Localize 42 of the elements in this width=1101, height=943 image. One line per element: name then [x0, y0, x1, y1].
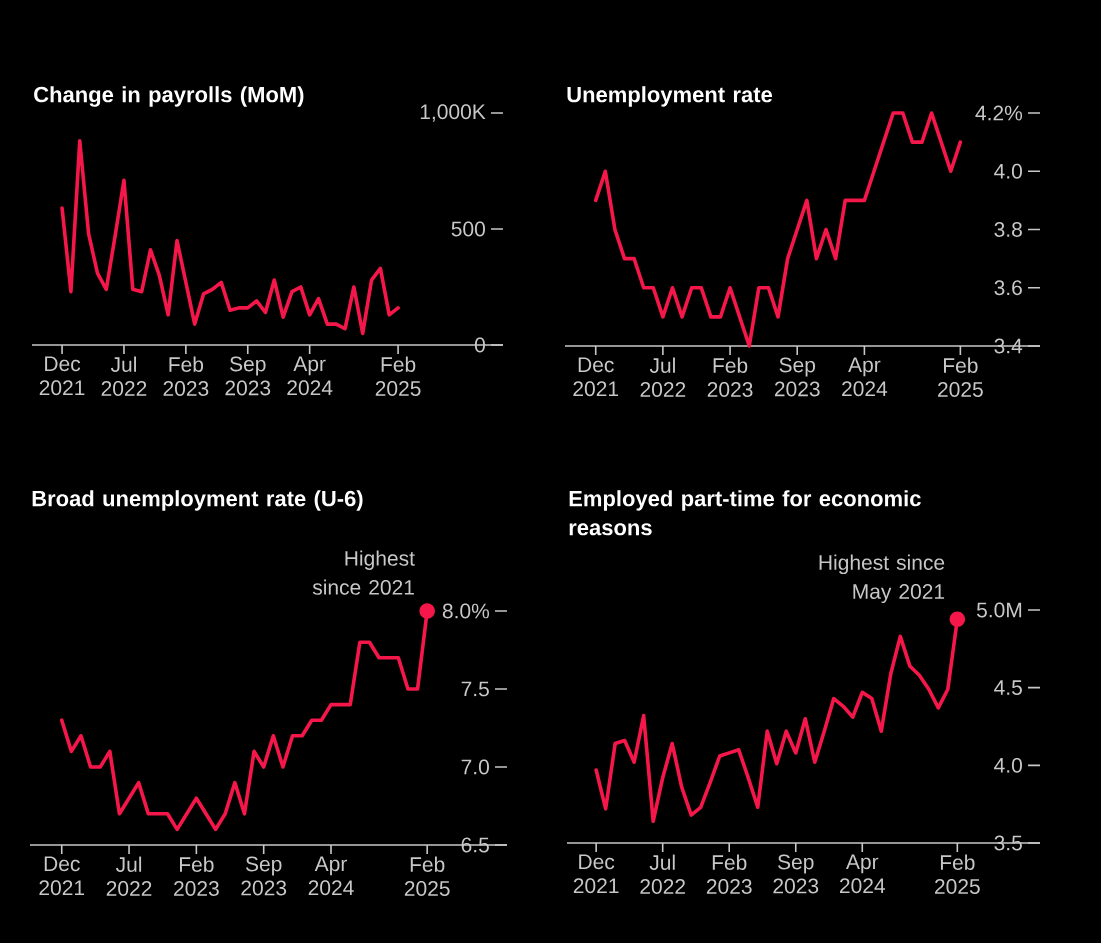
y-tick-label: 7.0: [461, 759, 489, 775]
x-tick-label: Sep 2023: [773, 854, 819, 894]
y-tick-label: 7.5: [461, 681, 489, 697]
x-tick-label: Feb 2025: [935, 854, 980, 894]
y-tick-label: 4.2%: [975, 105, 1023, 121]
x-tick-label: Feb 2023: [163, 356, 209, 396]
x-tick-label: Sep 2023: [241, 856, 287, 896]
chart-title: Unemployment rate: [567, 86, 773, 107]
x-tick-label: Sep 2023: [774, 357, 820, 397]
chart-title: Employed part-time for economic reasons: [569, 490, 921, 536]
chart-title: Broad unemployment rate (U-6): [32, 490, 363, 511]
x-tick-label: Dec 2021: [39, 356, 85, 396]
x-tick-label: Feb 2023: [707, 357, 753, 397]
x-tick-label: Jul 2022: [640, 357, 686, 397]
y-tick-label: 4.5: [994, 680, 1022, 695]
chart-title: Change in payrolls (MoM): [34, 86, 304, 107]
x-tick-label: Apr 2024: [842, 357, 888, 397]
x-tick-label: Apr 2024: [308, 856, 354, 896]
x-tick-label: Feb 2023: [706, 854, 752, 894]
y-tick-label: 3.8: [994, 222, 1022, 237]
x-tick-label: Dec 2021: [39, 856, 85, 896]
x-tick-label: Feb 2025: [375, 356, 421, 396]
y-tick-label: 5.0M: [976, 602, 1022, 618]
y-tick-label: 3.6: [994, 280, 1022, 296]
annotation: Highest since May 2021: [819, 554, 945, 604]
x-tick-label: Jul 2022: [106, 856, 152, 896]
x-tick-label: Dec 2021: [573, 357, 619, 397]
x-tick-label: Feb 2025: [938, 357, 983, 397]
annotation: Highest since 2021: [312, 550, 415, 595]
x-tick-label: Apr 2024: [839, 854, 885, 894]
x-tick-label: Feb 2025: [404, 856, 450, 896]
x-tick-label: Feb 2023: [174, 856, 219, 896]
y-tick-label: 4.0: [994, 163, 1022, 179]
x-tick-label: Apr 2024: [287, 356, 333, 396]
y-tick-label: 8.0%: [442, 603, 490, 619]
x-tick-label: Sep 2023: [225, 356, 271, 396]
x-tick-label: Jul 2022: [101, 356, 147, 396]
y-tick-label: 1,000K: [420, 104, 486, 122]
y-tick-label: 4.0: [994, 757, 1022, 773]
y-tick-label: 500: [451, 221, 485, 237]
x-tick-label: Jul 2022: [640, 854, 685, 894]
x-tick-label: Dec 2021: [573, 854, 619, 894]
